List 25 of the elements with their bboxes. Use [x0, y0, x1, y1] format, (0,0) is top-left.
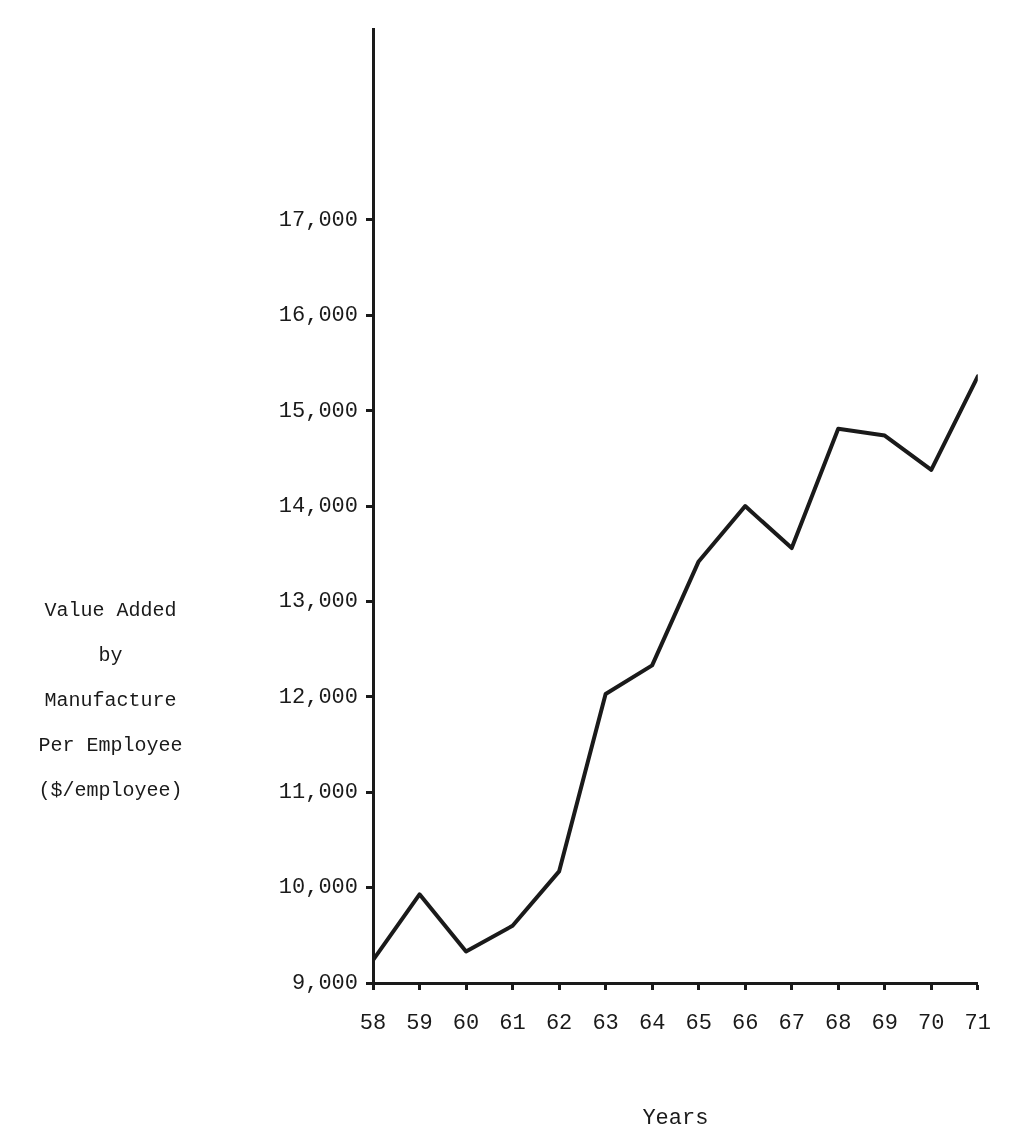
x-tick-label: 62 — [545, 1011, 573, 1037]
x-axis-title: Years — [642, 1105, 709, 1131]
x-tick-label: 69 — [871, 1011, 898, 1037]
y-tick-label: 9,000 — [291, 970, 358, 996]
x-tick-label: 64 — [638, 1011, 666, 1037]
x-tick-label: 66 — [731, 1011, 759, 1037]
y-tick-label: 17,000 — [278, 207, 358, 233]
x-tick-label: 67 — [778, 1011, 805, 1037]
x-tick-label: 60 — [452, 1011, 480, 1037]
x-tick-label: 61 — [499, 1011, 526, 1037]
y-tick-label: 11,000 — [278, 780, 358, 806]
y-tick-label: 16,000 — [278, 303, 358, 329]
y-axis-title: Value Added by Manufacture Per Employee ($/employee) — [37, 598, 184, 804]
x-tick-label: 70 — [918, 1011, 945, 1037]
y-tick-label: 14,000 — [278, 493, 358, 519]
x-tick-label: 65 — [685, 1011, 712, 1037]
x-tick-label: 71 — [964, 1011, 991, 1037]
y-tick-label: 15,000 — [278, 398, 358, 424]
y-tick-label: 12,000 — [278, 684, 358, 710]
x-tick-label: 63 — [592, 1011, 619, 1037]
x-tick-label: 58 — [359, 1011, 387, 1037]
x-tick-label: 59 — [406, 1011, 433, 1037]
x-tick-label: 68 — [825, 1011, 852, 1037]
y-tick-label: 13,000 — [278, 589, 358, 615]
y-tick-label: 10,000 — [278, 875, 358, 901]
